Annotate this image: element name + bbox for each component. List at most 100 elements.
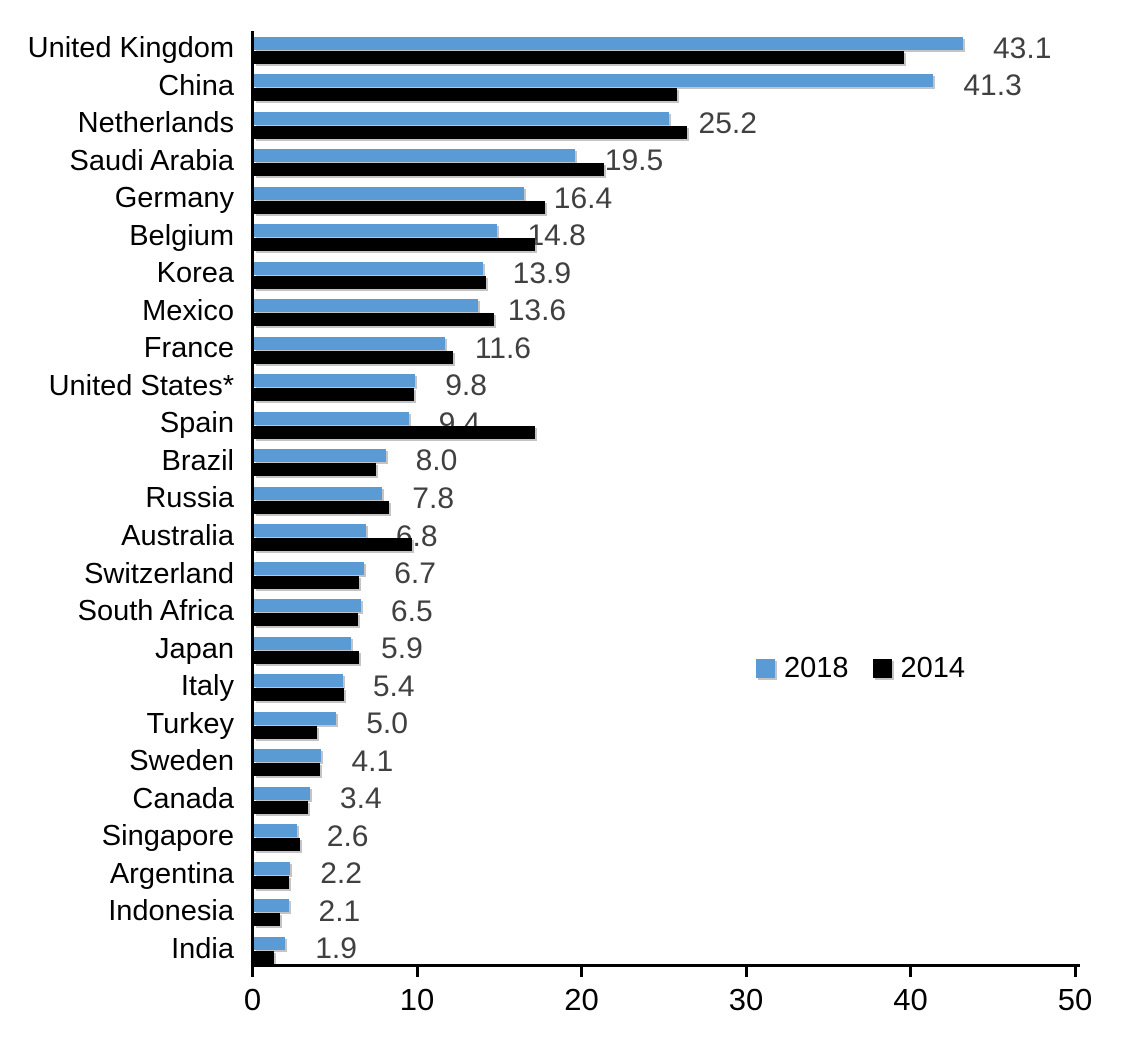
bar-2018-saudi-arabia (254, 149, 575, 163)
bar-2014-india (254, 950, 274, 964)
value-label-2018-argentina: 2.2 (320, 857, 362, 891)
bar-2014-south-africa (254, 613, 358, 627)
category-label-france: France (143, 332, 234, 365)
category-label-singapore: Singapore (101, 820, 234, 853)
legend-item-label: 2014 (900, 652, 966, 684)
category-label-argentina: Argentina (109, 857, 234, 890)
category-label-japan: Japan (154, 632, 234, 665)
bar-2014-netherlands (254, 125, 687, 139)
x-axis-tick-mark-0 (251, 967, 254, 977)
category-label-india: India (171, 932, 234, 965)
x-axis-tick-mark-30 (744, 967, 748, 977)
bar-2014-japan (254, 650, 360, 664)
bar-2018-sweden (254, 749, 322, 763)
bar-2014-germany (254, 200, 546, 214)
y-axis-line (251, 31, 254, 967)
bar-2018-united-states (254, 374, 416, 388)
x-axis-tick-label-50: 50 (1057, 982, 1093, 1017)
category-label-saudi-arabia: Saudi Arabia (69, 144, 234, 177)
bar-2018-india (254, 936, 286, 950)
x-axis-tick-mark-50 (1073, 967, 1077, 977)
bar-2018-argentina (254, 861, 291, 875)
bar-2018-belgium (254, 224, 498, 238)
value-label-2018-saudi-arabia: 19.5 (604, 144, 664, 178)
bar-2014-russia (254, 500, 389, 514)
category-label-italy: Italy (180, 670, 234, 703)
bar-2018-south-africa (254, 599, 361, 613)
bar-2014-switzerland (254, 575, 360, 589)
value-label-2018-mexico: 13.6 (507, 294, 567, 328)
bar-2014-argentina (254, 875, 289, 889)
value-label-2018-brazil: 8.0 (415, 444, 458, 478)
value-label-2018-switzerland: 6.7 (394, 557, 436, 591)
bar-2018-mexico (254, 299, 478, 313)
x-axis-tick-label-40: 40 (893, 982, 928, 1017)
x-axis-tick-label-10: 10 (399, 982, 435, 1017)
value-label-2018-netherlands: 25.2 (698, 106, 757, 140)
category-label-canada: Canada (132, 782, 234, 815)
value-label-2018-united-states: 9.8 (445, 369, 487, 403)
bar-2014-canada (254, 800, 309, 814)
bar-2014-singapore (254, 838, 301, 852)
legend-item-2018: 2018 (756, 652, 849, 685)
category-label-united-kingdom: United Kingdom (27, 32, 234, 65)
bar-2014-turkey (254, 725, 317, 739)
category-label-australia: Australia (121, 520, 234, 552)
bar-2014-korea (254, 275, 486, 289)
legend: 2018 2014 (756, 652, 965, 685)
value-label-2018-indonesia: 2.1 (318, 894, 361, 928)
bar-2018-italy (254, 674, 343, 688)
bar-2018-germany (254, 186, 524, 200)
x-axis-tick-mark-20 (580, 967, 583, 977)
bar-2014-belgium (254, 238, 536, 252)
value-label-2018-canada: 3.4 (339, 782, 382, 816)
category-label-korea: Korea (156, 257, 234, 290)
bar-2014-spain (254, 425, 536, 439)
bar-2014-indonesia (254, 913, 281, 927)
value-label-2018-sweden: 4.1 (351, 744, 394, 778)
bar-2014-mexico (254, 313, 495, 327)
bar-2018-russia (254, 486, 383, 500)
x-axis-line (251, 964, 1080, 967)
value-label-2018-south-africa: 6.5 (390, 594, 433, 628)
bar-2018-france (254, 336, 445, 350)
value-label-2018-germany: 16.4 (553, 181, 613, 215)
legend-item-2014: 2014 (872, 652, 966, 685)
bar-2014-sweden (254, 763, 320, 777)
category-label-russia: Russia (145, 482, 234, 515)
bar-2014-saudi-arabia (254, 163, 605, 177)
bar-2018-netherlands (254, 111, 669, 125)
x-axis-tick-label-0: 0 (243, 982, 262, 1017)
category-label-spain: Spain (159, 407, 234, 440)
bar-2018-singapore (254, 824, 297, 838)
category-label-germany: Germany (114, 182, 234, 215)
bar-2018-china (254, 74, 934, 88)
bar-2018-spain (254, 411, 409, 425)
bar-2014-china (254, 88, 677, 102)
bar-2014-australia (254, 538, 412, 552)
bar-2018-indonesia (254, 899, 289, 913)
category-label-belgium: Belgium (129, 219, 234, 252)
category-label-mexico: Mexico (142, 294, 234, 327)
x-axis-tick-mark-10 (415, 967, 419, 977)
bar-2018-korea (254, 261, 483, 275)
bar-2018-australia (254, 524, 366, 538)
bar-2014-brazil (254, 463, 376, 477)
value-label-2018-japan: 5.9 (381, 632, 423, 666)
bar-2018-japan (254, 636, 352, 650)
bar-2018-united-kingdom (254, 36, 963, 50)
bar-2018-canada (254, 786, 310, 800)
category-label-netherlands: Netherlands (77, 107, 234, 140)
category-label-switzerland: Switzerland (84, 557, 234, 590)
value-label-2018-belgium: 14.8 (527, 219, 586, 253)
legend-swatch-icon-2014 (872, 659, 892, 678)
x-axis-tick-label-30: 30 (728, 982, 764, 1017)
bar-2014-france (254, 350, 454, 364)
value-label-2018-turkey: 5.0 (366, 707, 408, 741)
bar-2018-brazil (254, 449, 386, 463)
category-label-indonesia: Indonesia (108, 895, 234, 928)
x-axis-tick-mark-40 (909, 967, 912, 977)
bar-2018-switzerland (254, 561, 365, 575)
legend-swatch-icon-2018 (756, 659, 775, 678)
